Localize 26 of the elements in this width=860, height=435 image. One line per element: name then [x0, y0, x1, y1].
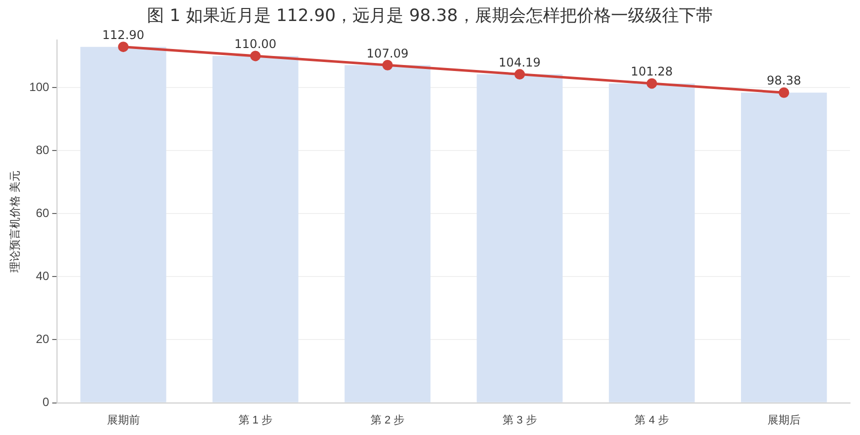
x-tick-label: 展期前 — [106, 414, 140, 426]
x-tick-label: 第 1 步 — [238, 413, 273, 426]
y-tick-label: 0 — [42, 395, 50, 410]
data-label: 104.19 — [498, 55, 541, 70]
y-tick-label: 40 — [36, 268, 50, 283]
data-label: 107.09 — [366, 46, 409, 60]
point — [646, 78, 658, 89]
y-tick-label: 80 — [36, 142, 50, 157]
x-tick-label: 第 3 步 — [502, 413, 537, 426]
data-label: 98.38 — [766, 74, 802, 88]
point — [514, 69, 525, 80]
chart-title: 图 1 如果近月是 112.90，远月是 98.38，展期会怎样把价格一级级往下带 — [146, 5, 714, 27]
data-label: 110.00 — [234, 37, 276, 52]
x-tick-label: 第 4 步 — [634, 413, 669, 426]
point — [118, 42, 129, 52]
point — [778, 87, 790, 98]
y-axis-title: 理论预言机价格 美元 — [8, 170, 22, 273]
data-label: 112.90 — [102, 28, 144, 42]
y-tick-label: 100 — [29, 80, 50, 94]
y-tick-label: 20 — [36, 332, 50, 346]
x-tick-label: 展期后 — [767, 413, 800, 426]
y-tick-label: 60 — [36, 206, 50, 220]
point — [382, 60, 393, 70]
x-tick-label: 第 2 步 — [370, 413, 405, 426]
point — [250, 50, 261, 62]
data-label: 101.28 — [630, 64, 673, 79]
